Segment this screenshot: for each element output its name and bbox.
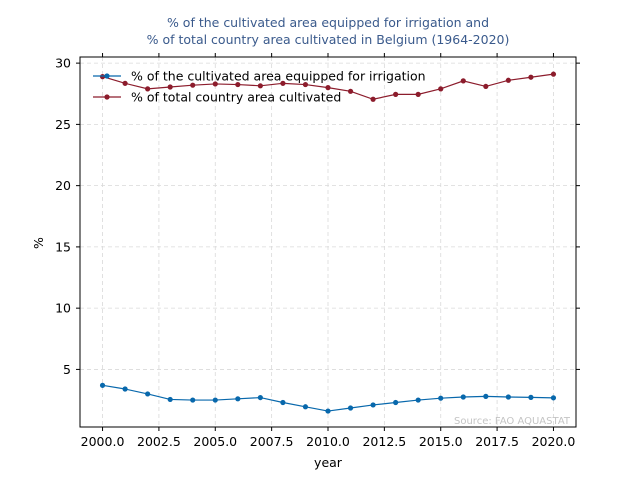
series-2-point — [302, 81, 309, 88]
x-tick-label: 2012.5 — [362, 434, 406, 449]
chart-title-line-1: % of the cultivated area equipped for ir… — [167, 15, 489, 30]
x-tick-label: 2007.5 — [250, 434, 294, 449]
x-tick-label: 2002.5 — [137, 434, 181, 449]
series-1-point — [212, 397, 218, 403]
series-1-point — [145, 391, 151, 397]
x-tick-label: 2005.0 — [193, 434, 237, 449]
series-1-point — [393, 399, 399, 406]
series-2-point — [347, 88, 354, 94]
series-2-point — [483, 83, 489, 90]
chart-title-line-2: % of total country area cultivated in Be… — [147, 32, 510, 47]
series-2-point — [280, 80, 286, 86]
series-1-point — [280, 399, 286, 406]
series-2-point — [122, 80, 128, 86]
series-1-point — [370, 402, 376, 408]
series-2-point — [325, 85, 331, 91]
legend: % of the cultivated area equipped for ir… — [93, 69, 426, 105]
series-2-point — [438, 86, 444, 92]
series-1-point — [167, 396, 173, 403]
series-1-point — [550, 395, 557, 401]
series-2-point — [393, 91, 399, 97]
series-2-point — [235, 81, 241, 88]
y-tick-label: 5 — [63, 362, 71, 377]
legend-label-1: % of the cultivated area equipped for ir… — [131, 69, 426, 84]
legend-marker-2 — [104, 94, 110, 100]
series-2-point — [212, 81, 218, 87]
series-1-point — [505, 394, 511, 400]
data-series — [99, 71, 557, 414]
series-2-point — [528, 74, 534, 80]
x-axis-title: year — [314, 455, 343, 470]
series-2-point — [550, 71, 557, 77]
series-1-point — [257, 394, 263, 401]
x-tick-label: 2015.0 — [419, 434, 463, 449]
series-2-point — [190, 82, 196, 88]
series-2-point — [257, 83, 263, 89]
x-tick-label: 2000.0 — [81, 434, 125, 449]
y-tick-label: 30 — [55, 56, 71, 71]
series-2-point — [145, 86, 151, 92]
series-2-point — [460, 78, 466, 84]
series-1-point — [415, 397, 421, 403]
legend-label-2: % of total country area cultivated — [131, 90, 341, 105]
series-2-point — [99, 74, 106, 80]
series-2-point — [167, 84, 173, 90]
series-1-point — [483, 393, 489, 399]
series-2-point — [370, 96, 376, 102]
series-1-point — [347, 405, 354, 411]
series-2-point — [505, 77, 511, 83]
legend-marker-1 — [104, 73, 110, 79]
series-1-point — [528, 394, 534, 400]
x-tick-label: 2017.5 — [475, 434, 519, 449]
source-note: Source: FAO AQUASTAT — [454, 416, 571, 427]
series-1-point — [190, 397, 196, 403]
series-1-point — [99, 382, 106, 388]
series-1-point — [302, 404, 309, 410]
series-1-point — [122, 386, 128, 392]
series-2-point — [415, 91, 421, 97]
series-1-point — [438, 395, 444, 401]
series-1-point — [325, 408, 331, 414]
grid-lines — [80, 57, 576, 427]
series-1-point — [460, 394, 466, 400]
series-1-point — [235, 396, 241, 402]
y-tick-label: 10 — [55, 301, 71, 316]
axes: 2000.0 2002.5 2005.0 2007.5 2010.0 2012.5 2015… — [55, 53, 580, 449]
x-tick-label: 2010.0 — [306, 434, 350, 449]
x-tick-label: 2020.0 — [532, 434, 576, 449]
y-axis-title: % — [31, 237, 46, 249]
y-tick-label: 25 — [55, 117, 71, 132]
y-tick-label: 15 — [55, 239, 71, 254]
y-tick-label: 20 — [55, 178, 71, 193]
